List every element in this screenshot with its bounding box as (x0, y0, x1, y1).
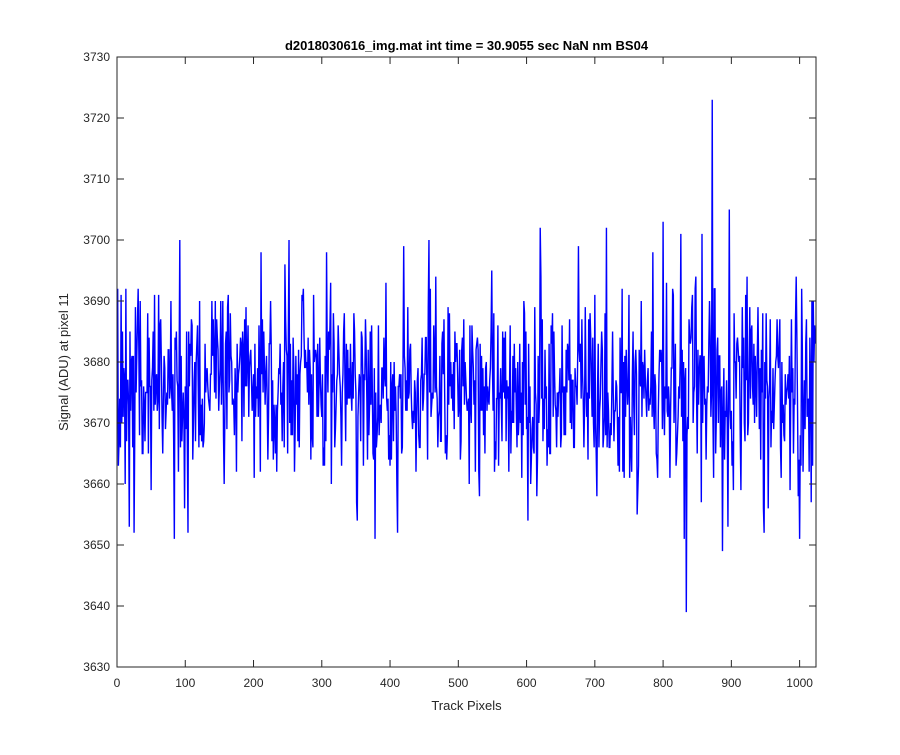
y-tick-label: 3630 (83, 660, 110, 674)
y-axis-label: Signal (ADU) at pixel 11 (56, 293, 71, 431)
x-tick-label: 200 (244, 676, 264, 690)
series-layer (117, 99, 816, 613)
y-tick-label: 3640 (83, 599, 110, 613)
label-layer: d2018030616_img.mat int time = 30.9055 s… (56, 38, 649, 713)
x-tick-label: 0 (114, 676, 121, 690)
y-tick-label: 3670 (83, 416, 110, 430)
signal-series-line (117, 99, 816, 613)
x-tick-label: 400 (380, 676, 400, 690)
x-axis-label: Track Pixels (431, 698, 502, 713)
y-tick-label: 3700 (83, 233, 110, 247)
x-tick-label: 700 (585, 676, 605, 690)
x-tick-label: 900 (721, 676, 741, 690)
y-tick-label: 3650 (83, 538, 110, 552)
y-tick-label: 3660 (83, 477, 110, 491)
x-tick-label: 500 (448, 676, 468, 690)
x-tick-label: 800 (653, 676, 673, 690)
y-tick-label: 3710 (83, 172, 110, 186)
axes-box (116, 56, 817, 668)
x-tick-label: 600 (517, 676, 537, 690)
y-tick-label: 3690 (83, 294, 110, 308)
tick-layer: 0 100 200 300 400 500 600 700 800 900 1000 3630 3640… (83, 50, 816, 690)
y-tick-label: 3680 (83, 355, 110, 369)
y-tick-label: 3720 (83, 111, 110, 125)
x-tick-label: 1000 (786, 676, 813, 690)
x-tick-label: 100 (175, 676, 195, 690)
chart-title: d2018030616_img.mat int time = 30.9055 s… (285, 38, 649, 53)
x-tick-label: 300 (312, 676, 332, 690)
y-tick-label: 3730 (83, 50, 110, 64)
